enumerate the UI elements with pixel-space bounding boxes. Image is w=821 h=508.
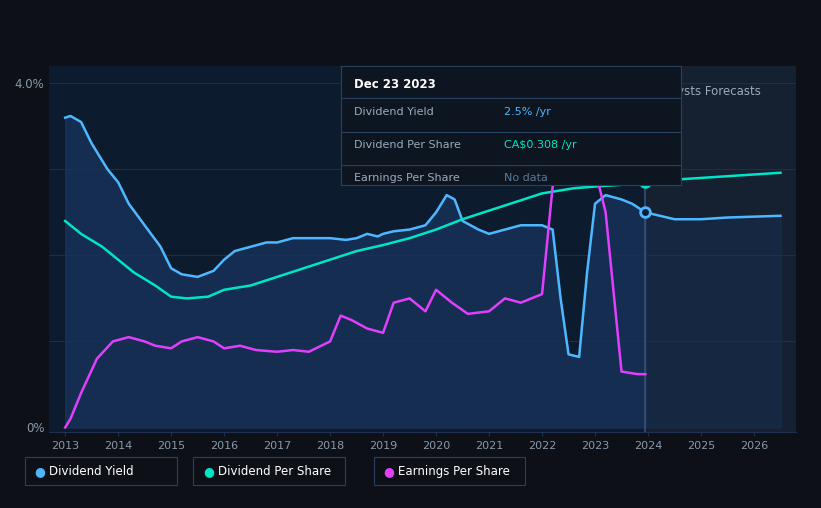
Text: Dividend Per Share: Dividend Per Share xyxy=(218,465,331,478)
Text: No data: No data xyxy=(504,174,548,183)
Text: ●: ● xyxy=(203,465,213,478)
Text: 2.5% /yr: 2.5% /yr xyxy=(504,107,551,117)
Bar xyxy=(645,66,821,432)
Text: Past: Past xyxy=(616,85,640,98)
Text: Dividend Yield: Dividend Yield xyxy=(355,107,434,117)
Text: CA$0.308 /yr: CA$0.308 /yr xyxy=(504,140,577,150)
Text: Earnings Per Share: Earnings Per Share xyxy=(398,465,510,478)
Text: Dividend Per Share: Dividend Per Share xyxy=(355,140,461,150)
Text: Analysts Forecasts: Analysts Forecasts xyxy=(651,85,760,98)
Text: Dividend Yield: Dividend Yield xyxy=(49,465,134,478)
Text: Earnings Per Share: Earnings Per Share xyxy=(355,174,460,183)
Text: ●: ● xyxy=(383,465,394,478)
Text: Dec 23 2023: Dec 23 2023 xyxy=(355,78,436,91)
Text: ●: ● xyxy=(34,465,45,478)
